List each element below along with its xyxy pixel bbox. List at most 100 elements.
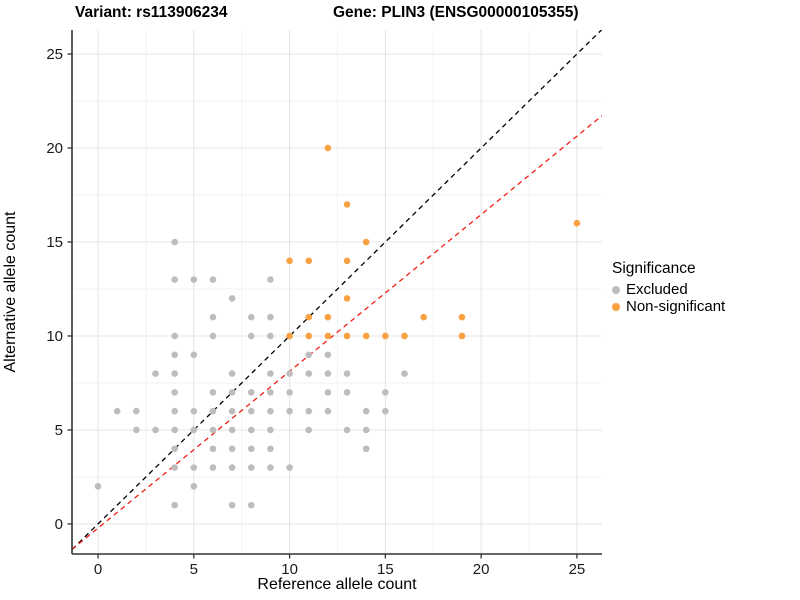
data-point-excluded <box>324 407 332 415</box>
data-point-excluded <box>267 445 274 453</box>
data-point-excluded <box>171 276 178 283</box>
data-point-excluded <box>228 370 236 377</box>
data-point-excluded <box>171 389 178 396</box>
y-tick-label: 5 <box>55 422 63 439</box>
data-point-non-significant <box>362 238 370 246</box>
data-point-non-significant <box>324 332 332 340</box>
data-point-non-significant <box>420 313 427 321</box>
data-point-excluded <box>305 351 313 359</box>
data-point-excluded <box>209 276 217 283</box>
data-point-excluded <box>362 445 370 453</box>
legend-item-non-significant: Non-significant <box>612 298 725 315</box>
data-point-excluded <box>209 445 217 453</box>
data-point-non-significant <box>401 332 408 340</box>
data-point-excluded <box>209 407 217 415</box>
data-point-excluded <box>152 370 159 377</box>
data-point-non-significant <box>343 257 351 265</box>
data-point-excluded <box>209 313 217 321</box>
data-point-non-significant <box>362 332 370 340</box>
data-point-excluded <box>247 407 255 415</box>
y-tick-label: 25 <box>46 46 63 63</box>
data-point-excluded <box>247 464 255 471</box>
data-point-excluded <box>94 483 102 490</box>
data-point-excluded <box>247 389 255 396</box>
data-point-excluded <box>247 313 255 321</box>
data-point-excluded <box>343 370 351 377</box>
data-point-excluded <box>382 389 389 396</box>
legend-title: Significance <box>612 260 696 277</box>
data-point-non-significant <box>458 313 466 321</box>
data-point-excluded <box>209 389 217 396</box>
legend: Significance Excluded Non-significant <box>612 260 725 315</box>
data-point-excluded <box>247 445 255 453</box>
data-point-excluded <box>305 370 313 377</box>
x-tick-label: 10 <box>281 561 298 578</box>
data-point-non-significant <box>305 332 313 340</box>
y-tick-label: 0 <box>55 516 63 533</box>
x-tick-label: 20 <box>473 561 490 578</box>
data-point-excluded <box>171 501 178 509</box>
data-point-excluded <box>171 464 178 471</box>
data-point-excluded <box>171 407 178 415</box>
x-tick-label: 25 <box>569 561 586 578</box>
data-point-non-significant <box>286 257 293 265</box>
data-point-excluded <box>190 426 198 434</box>
data-point-excluded <box>133 426 140 434</box>
data-point-excluded <box>286 370 293 377</box>
excluded-dot-icon <box>612 285 620 294</box>
data-point-excluded <box>171 238 178 246</box>
data-point-excluded <box>286 464 293 471</box>
data-point-excluded <box>190 276 198 283</box>
regression-line <box>72 115 602 550</box>
data-point-excluded <box>228 407 236 415</box>
data-point-excluded <box>113 407 121 415</box>
data-point-non-significant <box>343 201 351 208</box>
data-point-excluded <box>267 464 274 471</box>
legend-label-excluded: Excluded <box>626 281 688 298</box>
data-point-excluded <box>267 276 274 283</box>
data-point-excluded <box>343 426 351 434</box>
data-point-excluded <box>247 332 255 340</box>
data-point-excluded <box>228 464 236 471</box>
data-point-excluded <box>324 351 332 359</box>
data-point-excluded <box>324 389 332 396</box>
legend-item-excluded: Excluded <box>612 281 725 298</box>
data-point-excluded <box>190 464 198 471</box>
legend-label-non-significant: Non-significant <box>626 298 726 315</box>
data-point-non-significant <box>573 219 581 227</box>
y-axis-label: Alternative allele count <box>2 211 19 373</box>
data-point-excluded <box>209 426 217 434</box>
data-point-excluded <box>343 389 351 396</box>
title-variant: Variant: rs113906234 <box>75 4 228 21</box>
data-point-excluded <box>228 295 236 302</box>
data-point-non-significant <box>286 332 293 340</box>
data-point-non-significant <box>343 295 351 302</box>
data-point-excluded <box>247 501 255 509</box>
x-tick-label: 5 <box>190 561 198 578</box>
data-point-excluded <box>133 407 140 415</box>
data-point-excluded <box>228 426 236 434</box>
data-point-excluded <box>171 445 178 453</box>
data-point-non-significant <box>305 313 313 321</box>
data-point-excluded <box>267 389 274 396</box>
data-point-excluded <box>247 426 255 434</box>
data-point-non-significant <box>324 144 332 152</box>
data-point-excluded <box>190 483 198 490</box>
data-point-excluded <box>267 313 274 321</box>
non-significant-dot-icon <box>612 302 620 311</box>
data-point-non-significant <box>324 313 332 321</box>
data-point-excluded <box>209 464 217 471</box>
data-point-excluded <box>171 370 178 377</box>
data-point-excluded <box>190 351 198 359</box>
data-point-non-significant <box>343 332 351 340</box>
data-point-excluded <box>228 501 236 509</box>
data-point-excluded <box>401 370 408 377</box>
data-point-excluded <box>362 426 370 434</box>
data-point-non-significant <box>458 332 466 340</box>
data-point-non-significant <box>382 332 389 340</box>
data-point-excluded <box>305 407 313 415</box>
data-point-excluded <box>171 426 178 434</box>
data-point-excluded <box>286 389 293 396</box>
